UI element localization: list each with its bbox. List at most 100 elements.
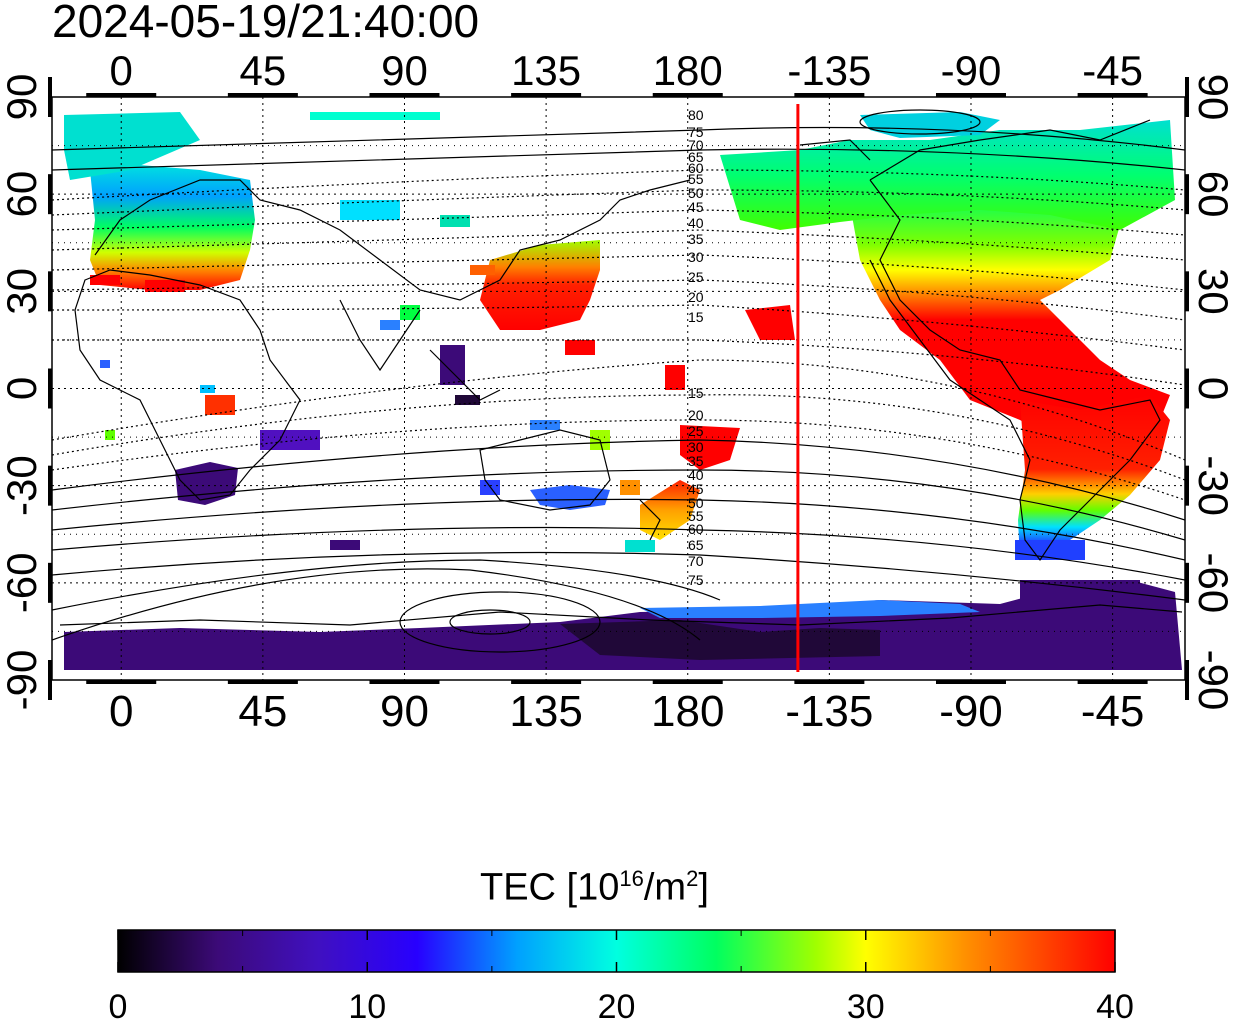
bottom-tick-bar [1077, 680, 1148, 684]
mlat-label: 55 [688, 171, 704, 187]
colorbar-title-unit: /m [643, 866, 687, 909]
mlat-label: 80 [688, 107, 704, 123]
colorbar-tick-label: 10 [348, 988, 386, 1021]
tec-patch-new-zealand [640, 480, 700, 540]
colorbar-title-main: TEC [10 [480, 866, 620, 909]
lon-top-tick-label: -135 [787, 47, 871, 94]
left-tick-bar [48, 77, 52, 117]
tec-patch-svalbard [310, 112, 440, 120]
lat-left-tick-label: -90 [0, 650, 45, 711]
right-tick-bar [1185, 77, 1189, 117]
right-tick-bar [1185, 465, 1189, 506]
bottom-tick-bar [511, 680, 582, 684]
mlat-label: 50 [688, 185, 704, 201]
mlat-label: 40 [688, 467, 704, 483]
lat-right-tick-label: 90 [1190, 74, 1235, 121]
tec-patch-antarctic-coast [640, 600, 980, 618]
mlat-label: 40 [688, 215, 704, 231]
mlat-label: 20 [688, 407, 704, 423]
right-tick-bar [1185, 660, 1189, 700]
top-tick-bar [935, 93, 1006, 97]
top-tick-bar [369, 93, 440, 97]
lat-right-tick-label: -30 [1190, 455, 1235, 516]
coastlines [59, 119, 1183, 626]
magnetic-latitude-contours [52, 109, 1185, 653]
lon-bottom-tick-label: 90 [380, 687, 429, 736]
mlat-label: 20 [688, 289, 704, 305]
bottom-tick-bar [652, 680, 723, 684]
lon-top-tick-label: 135 [511, 47, 581, 94]
lat-right-tick-label: -90 [1190, 650, 1235, 711]
left-tick-bar [48, 660, 52, 700]
bottom-tick-bar [935, 680, 1006, 684]
lat-left-labels: 90 60 30 0 -30 -60 -90 [0, 74, 45, 711]
mlat-label: 15 [688, 309, 704, 325]
colorbar-ticks: 0 10 20 30 40 [109, 930, 1134, 1021]
colorbar-title: TEC [1016/m2] [480, 866, 709, 910]
left-tick-bar [48, 271, 52, 312]
colorbar-title-exp: 16 [619, 866, 644, 891]
lon-top-tick-label: 45 [240, 47, 287, 94]
mlat-label: 60 [688, 521, 704, 537]
graticule-grid [52, 97, 1185, 680]
lat-left-tick-label: -30 [0, 455, 45, 516]
lon-bottom-tick-label: -90 [939, 687, 1003, 736]
mlat-label: 30 [688, 439, 704, 455]
left-tick-bar [48, 368, 52, 409]
tec-patch-alaska-red [745, 305, 795, 340]
tec-data-layer [64, 112, 1182, 670]
lat-right-tick-label: 0 [1190, 377, 1235, 400]
colorbar-tick-label: 20 [598, 988, 636, 1021]
lat-left-tick-label: 30 [0, 268, 45, 315]
lat-left-tick-label: 90 [0, 74, 45, 121]
top-tick-bar [86, 93, 157, 97]
right-tick-bar [1185, 562, 1189, 603]
tec-patch-australia [530, 485, 610, 510]
magnetic-latitude-labels: 8075706560555045403530252015152025303540… [688, 107, 704, 588]
colorbar-title-close: ] [698, 866, 709, 909]
lon-bottom-tick-label: 135 [509, 687, 582, 736]
top-tick-bar [652, 93, 723, 97]
lat-right-tick-label: -60 [1190, 552, 1235, 613]
lon-top-labels: 0 45 90 135 180 -135 -90 -45 [110, 47, 1143, 94]
colorbar-title-unit-exp: 2 [686, 866, 699, 891]
lon-top-tick-label: 180 [653, 47, 723, 94]
lon-top-tick-label: 90 [381, 47, 428, 94]
mlat-label: 15 [688, 385, 704, 401]
mlat-label: 25 [688, 423, 704, 439]
lon-bottom-labels: 0 45 90 135 180 -135 -90 -45 [109, 687, 1144, 736]
lon-bottom-tick-label: -135 [785, 687, 873, 736]
tec-patch-greenland [860, 112, 1000, 138]
top-tick-bar [227, 93, 298, 97]
mlat-label: 35 [688, 231, 704, 247]
tec-patch-japan [480, 240, 600, 330]
mlat-label: 70 [688, 137, 704, 153]
tec-patch-arctic-europe [64, 112, 200, 180]
lat-left-tick-label: -60 [0, 552, 45, 613]
lon-bottom-tick-label: 45 [238, 687, 287, 736]
colorbar-tick-label: 0 [109, 988, 128, 1021]
axis-tick-marks [48, 77, 1189, 700]
lat-left-tick-label: 0 [0, 377, 45, 400]
lat-right-labels: 90 60 30 0 -30 -60 -90 [1190, 74, 1235, 711]
lat-right-tick-label: 60 [1190, 171, 1235, 218]
right-tick-bar [1185, 174, 1189, 215]
mlat-label: 70 [688, 553, 704, 569]
lat-right-tick-label: 30 [1190, 268, 1235, 315]
mlat-label: 65 [688, 149, 704, 165]
left-tick-bar [48, 174, 52, 215]
lon-top-tick-label: -90 [941, 47, 1002, 94]
lon-top-tick-label: 0 [110, 47, 133, 94]
lon-top-tick-label: -45 [1082, 47, 1143, 94]
mlat-label: 25 [688, 269, 704, 285]
mlat-label: 30 [688, 249, 704, 265]
tec-patch-pacific-red [680, 425, 740, 470]
bottom-tick-bar [227, 680, 298, 684]
colorbar-tick-label: 40 [1096, 988, 1134, 1021]
colorbar-tick-label: 30 [847, 988, 885, 1021]
right-tick-bar [1185, 271, 1189, 312]
mlat-label: 55 [688, 508, 704, 524]
mlat-label: 75 [688, 124, 704, 140]
mlat-label: 60 [688, 160, 704, 176]
